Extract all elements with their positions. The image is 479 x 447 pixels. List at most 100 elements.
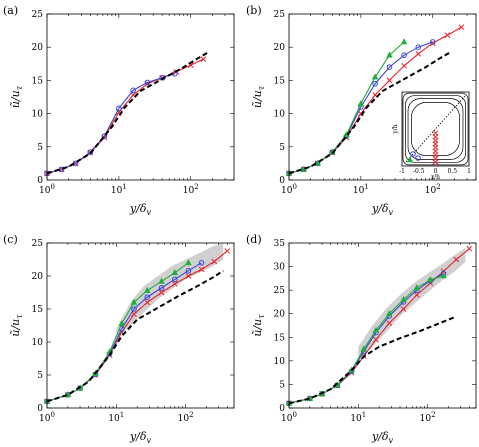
marker-stroke (401, 62, 407, 69)
uncertainty-band (358, 247, 466, 361)
series-line (288, 316, 456, 405)
y-tick-label: 15 (32, 76, 44, 86)
circle-marker (198, 260, 205, 266)
x-tick-label: 100 (39, 411, 55, 424)
circle-marker (158, 285, 165, 291)
marker-stroke (200, 56, 207, 63)
y-tick-label: 10 (32, 338, 44, 348)
triangle-marker (386, 310, 393, 317)
y-axis-label: ũ/uτ (251, 314, 266, 337)
x-tick-label: 100 (281, 183, 297, 196)
cross-marker (144, 299, 151, 306)
triangle-marker (427, 276, 434, 283)
y-tick-label: 0 (279, 176, 285, 186)
cross-marker (432, 130, 439, 137)
cross-marker (373, 336, 379, 343)
marker-stroke (415, 50, 422, 57)
series-dns (288, 316, 456, 405)
marker-stroke (171, 281, 178, 287)
x-tick-label: 100 (281, 411, 297, 424)
y-tick-label: 0 (279, 404, 285, 414)
y-tick-label: 25 (32, 239, 44, 249)
cross-marker (415, 50, 422, 57)
y-tick-label: 25 (32, 10, 44, 20)
y-tick-label: 10 (274, 110, 286, 120)
marker-stroke (429, 40, 436, 47)
y-tick-label: 35 (274, 239, 286, 249)
y-tick-label: 25 (274, 286, 286, 296)
y-tick-label: 15 (32, 305, 44, 315)
circle-marker (144, 294, 151, 300)
triangle-marker (158, 277, 165, 284)
x-tick-label: 102 (425, 183, 441, 196)
series-green (43, 259, 192, 404)
panel-tag: (c) (3, 233, 18, 246)
x-axis-label: y/δv (371, 430, 394, 445)
inset-x-label: z/h (431, 174, 440, 181)
circle-marker (101, 133, 108, 139)
cross-marker (386, 320, 393, 326)
x-tick-label: 102 (420, 411, 436, 424)
marker-stroke (432, 130, 439, 137)
inset-x-tick-label: -1 (399, 168, 405, 175)
marker-stroke (198, 266, 205, 273)
circle-marker (415, 44, 422, 51)
contour-line (402, 92, 469, 166)
x-tick-label: 101 (108, 411, 124, 424)
series-line (46, 50, 210, 175)
marker-stroke (386, 320, 393, 326)
y-tick-label: 20 (274, 310, 286, 320)
cross-marker (185, 273, 192, 279)
y-axis-label: ũ/uτ (251, 85, 266, 108)
y-tick-label: 30 (274, 263, 286, 273)
series-line (46, 269, 224, 403)
circle-marker (401, 52, 407, 58)
panel-tag: (b) (246, 4, 262, 17)
y-axis-label: ũ/uτ (9, 314, 24, 337)
circle-marker (144, 79, 151, 86)
cross-marker (200, 56, 207, 63)
triangle-marker (371, 73, 379, 80)
panel-b: 100 101 102 0 5 10 15 20 25 y/δv ũ/uτ (b) -1 -0.5 0 0.5… (246, 4, 477, 217)
y-tick-label: 20 (32, 272, 44, 282)
triangle-marker (185, 259, 192, 266)
y-tick-label: 20 (32, 43, 44, 53)
circle-marker (386, 64, 393, 70)
inset-x-tick-label: 0 (434, 168, 438, 175)
cross-marker (453, 256, 460, 263)
triangle-marker (372, 326, 380, 333)
triangle-marker (400, 38, 408, 45)
y-tick-label: 10 (32, 110, 44, 120)
circle-marker (185, 267, 192, 274)
triangle-marker (440, 272, 447, 279)
cross-marker (444, 32, 451, 39)
plot-frame (288, 242, 477, 409)
panel-tag: (d) (246, 233, 262, 246)
y-tick-label: 10 (274, 357, 286, 367)
circle-marker (410, 151, 416, 157)
marker-stroke (458, 24, 465, 31)
x-tick-label: 102 (178, 411, 194, 424)
inset: -1 -0.5 0 0.5 1 z/h y/h (392, 91, 471, 181)
series-red (44, 248, 231, 405)
triangle-marker (357, 100, 365, 106)
marker-stroke (373, 336, 379, 343)
marker-stroke (224, 248, 231, 254)
cross-marker (158, 289, 165, 296)
triangle-marker (400, 295, 407, 302)
uncertainty-band (116, 243, 224, 339)
x-axis-label: y/δv (129, 202, 152, 217)
y-tick-label: 5 (37, 371, 43, 381)
triangle-marker (406, 156, 414, 163)
cross-marker (386, 77, 393, 84)
series-red (44, 56, 207, 177)
triangle-marker (144, 286, 151, 293)
inset-frame (401, 91, 470, 167)
cross-marker (198, 266, 205, 273)
y-tick-label: 5 (37, 143, 43, 153)
marker-stroke (144, 299, 151, 306)
panel-d: 100 101 102 0 5 10 15 20 25 30 35 y/δv ũ/uτ (d) (246, 233, 477, 445)
x-tick-label: 102 (183, 183, 199, 196)
series-line (288, 41, 405, 174)
